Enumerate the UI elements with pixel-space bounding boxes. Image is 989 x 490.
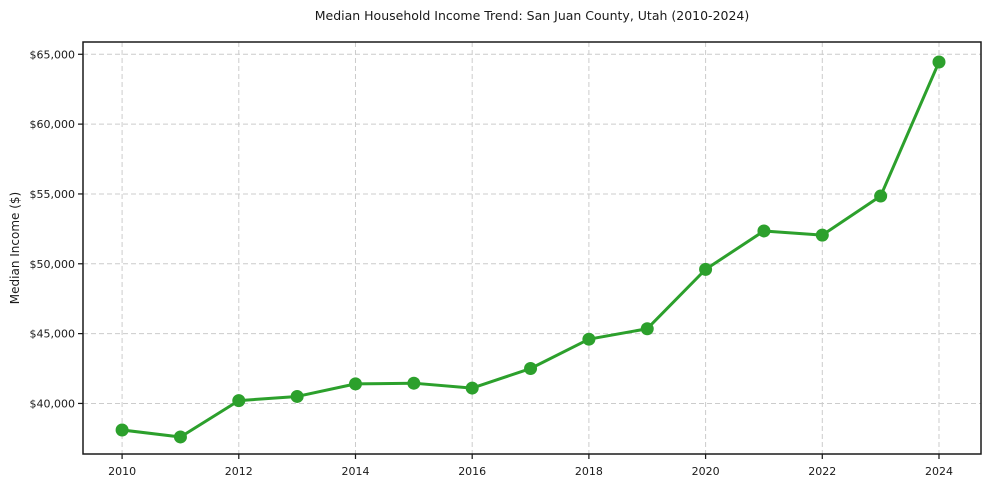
x-tick-label: 2022 xyxy=(808,465,836,478)
x-tick-label: 2018 xyxy=(575,465,603,478)
data-point-2022 xyxy=(815,228,829,242)
y-tick-label: $55,000 xyxy=(30,188,76,201)
data-point-2016 xyxy=(465,381,479,395)
data-point-2023 xyxy=(874,189,888,203)
x-tick-label: 2012 xyxy=(225,465,253,478)
y-tick-label: $45,000 xyxy=(30,328,76,341)
x-tick-label: 2010 xyxy=(108,465,136,478)
data-point-2014 xyxy=(348,377,362,391)
x-tick-label: 2014 xyxy=(341,465,369,478)
chart-title: Median Household Income Trend: San Juan … xyxy=(314,8,750,23)
data-point-2018 xyxy=(582,332,596,346)
data-point-2012 xyxy=(232,394,246,408)
data-point-2011 xyxy=(173,430,187,444)
data-point-2019 xyxy=(640,322,654,336)
data-point-2013 xyxy=(290,389,304,403)
data-point-2024 xyxy=(932,55,946,69)
data-point-2015 xyxy=(407,376,421,390)
data-point-2020 xyxy=(699,262,713,276)
x-tick-label: 2016 xyxy=(458,465,486,478)
trend-line xyxy=(120,60,941,439)
data-point-2017 xyxy=(524,362,538,376)
x-tick-label: 2020 xyxy=(692,465,720,478)
y-tick-label: $65,000 xyxy=(30,48,76,61)
y-tick-label: $60,000 xyxy=(30,118,76,131)
y-tick-label: $40,000 xyxy=(30,397,76,410)
y-tick-label: $50,000 xyxy=(30,258,76,271)
x-tick-label: 2024 xyxy=(925,465,953,478)
data-point-2010 xyxy=(115,423,129,437)
axes-spines xyxy=(82,41,982,455)
data-point-2021 xyxy=(757,224,771,238)
